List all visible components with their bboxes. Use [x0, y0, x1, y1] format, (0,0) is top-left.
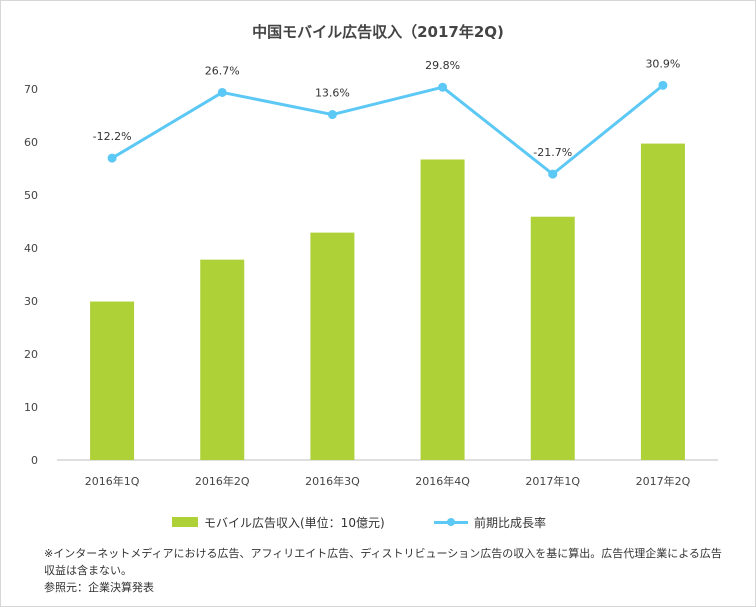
bar — [530, 216, 575, 460]
legend: モバイル広告収入(単位：10億元) 前期比成長率 — [0, 512, 756, 532]
y-tick-label: 70 — [24, 83, 38, 96]
y-tick-label: 10 — [24, 401, 38, 414]
bar — [90, 301, 135, 460]
legend-line-label: 前期比成長率 — [474, 515, 547, 530]
growth-point — [107, 153, 117, 163]
x-tick-label: 2017年2Q — [636, 474, 691, 488]
legend-line-swatch — [434, 517, 468, 527]
growth-point — [548, 169, 558, 179]
y-tick-label: 20 — [24, 348, 38, 361]
growth-data-label: 29.8% — [425, 59, 460, 72]
growth-point — [658, 80, 668, 90]
bar — [310, 232, 355, 460]
x-tick-label: 2016年4Q — [415, 474, 470, 488]
chart-title: 中国モバイル広告収入（2017年2Q) — [252, 23, 504, 41]
footnote-line-2: 収益は含まない。 — [44, 564, 132, 577]
footnote: ※インターネットメディアにおける広告、アフィリエイト広告、ディストリビューション… — [44, 545, 724, 596]
x-tick-label: 2016年2Q — [195, 474, 250, 488]
y-tick-label: 60 — [24, 136, 38, 149]
footnote-source: 参照元：企業決算発表 — [44, 581, 154, 594]
growth-line — [111, 84, 664, 176]
growth-point — [327, 110, 337, 120]
legend-bar-swatch — [172, 517, 198, 527]
footnote-line-1: ※インターネットメディアにおける広告、アフィリエイト広告、ディストリビューション… — [44, 547, 722, 560]
y-tick-label: 50 — [24, 189, 38, 202]
bar — [420, 159, 465, 461]
y-tick-label: 30 — [24, 295, 38, 308]
growth-data-label: -12.2% — [93, 130, 132, 143]
legend-bar-label: モバイル広告収入(単位：10億元) — [204, 515, 385, 530]
y-tick-label: 40 — [24, 242, 38, 255]
x-tick-label: 2016年3Q — [305, 474, 360, 488]
bar — [640, 143, 685, 460]
growth-point — [217, 87, 227, 97]
legend-item-bar: モバイル広告収入(単位：10億元) — [172, 512, 385, 532]
growth-data-label: 13.6% — [315, 87, 350, 100]
x-tick-label: 2016年1Q — [85, 474, 140, 488]
legend-item-line: 前期比成長率 — [434, 512, 546, 532]
y-tick-label: 0 — [31, 454, 38, 467]
growth-data-label: 30.9% — [645, 57, 680, 70]
growth-data-label: 26.7% — [205, 64, 240, 77]
growth-data-label: -21.7% — [533, 146, 572, 159]
growth-point — [438, 82, 448, 92]
x-tick-label: 2017年1Q — [525, 474, 580, 488]
bar — [200, 259, 245, 460]
